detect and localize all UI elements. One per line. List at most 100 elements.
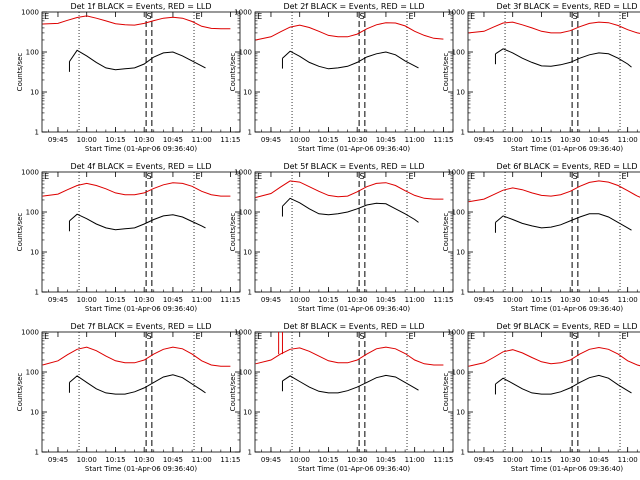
y-tick-label: 10 <box>456 249 465 257</box>
x-tick-label: 11:00 <box>192 136 212 144</box>
y-tick-label: 1 <box>248 449 252 457</box>
x-tick-label: 10:00 <box>290 136 310 144</box>
y-tick-label: 10 <box>30 249 39 257</box>
events-series-line <box>282 50 419 70</box>
lld-series-line <box>255 22 444 41</box>
x-tick-label: 11:15 <box>220 296 240 304</box>
panel-title: Det 1f BLACK = Events, RED = LLD <box>70 2 211 11</box>
y-tick-label: 100 <box>239 209 252 217</box>
panel-title: Det 8f BLACK = Events, RED = LLD <box>283 322 424 331</box>
lld-series-line <box>468 346 640 367</box>
marker-label: E <box>621 172 626 181</box>
x-tick-label: 10:45 <box>589 136 609 144</box>
y-tick-label: 1 <box>35 449 39 457</box>
x-tick-label: 10:45 <box>376 296 396 304</box>
x-tick-label: 10:45 <box>589 456 609 464</box>
lld-series-line <box>42 15 231 30</box>
y-axis-label: Counts/sec <box>442 213 450 252</box>
x-tick-label: 10:30 <box>134 456 154 464</box>
plot-frame <box>254 171 454 293</box>
plot-frame <box>41 11 241 133</box>
x-tick-label: 09:45 <box>48 296 68 304</box>
x-tick-label: 11:00 <box>192 296 212 304</box>
marker-label: E <box>44 332 49 341</box>
x-axis-label: Start Time (01-Apr-06 09:36:40) <box>298 145 410 153</box>
plot-frame <box>467 11 640 133</box>
x-tick-label: 11:00 <box>618 296 638 304</box>
x-tick-label: 11:15 <box>220 136 240 144</box>
panel-title: Det 6f BLACK = Events, RED = LLD <box>496 162 637 171</box>
marker-label: E <box>621 12 626 21</box>
x-tick-label: 10:00 <box>77 136 97 144</box>
x-tick-label: 09:45 <box>474 296 494 304</box>
x-tick-label: 10:00 <box>290 296 310 304</box>
x-tick-label: 10:30 <box>347 136 367 144</box>
x-tick-label: 10:45 <box>589 296 609 304</box>
panel-title: Det 2f BLACK = Events, RED = LLD <box>283 2 424 11</box>
panel-2: Det 2f BLACK = Events, RED = LLD 1 10 100 10… <box>229 2 454 153</box>
x-tick-label: 10:15 <box>531 456 551 464</box>
x-tick-label: 10:45 <box>163 296 183 304</box>
panel-7: Det 7f BLACK = Events, RED = LLD 1 10 100 10… <box>16 322 241 473</box>
x-axis-label: Start Time (01-Apr-06 09:36:40) <box>511 305 623 313</box>
events-series-line <box>495 213 632 231</box>
marker-label: E <box>44 172 49 181</box>
y-tick-label: 1000 <box>447 329 465 337</box>
y-tick-label: 1000 <box>447 9 465 17</box>
x-tick-label: 10:30 <box>347 296 367 304</box>
marker-label: E <box>257 172 262 181</box>
lld-series-line <box>255 180 444 200</box>
marker-label: E <box>408 332 413 341</box>
x-tick-label: 11:00 <box>618 136 638 144</box>
panel-5: Det 5f BLACK = Events, RED = LLD 1 10 100 10… <box>229 162 454 313</box>
panel-6: Det 6f BLACK = Events, RED = LLD 1 10 100 10… <box>442 162 640 313</box>
panel-title: Det 5f BLACK = Events, RED = LLD <box>283 162 424 171</box>
x-axis-label: Start Time (01-Apr-06 09:36:40) <box>298 465 410 473</box>
panel-title: Det 7f BLACK = Events, RED = LLD <box>70 322 211 331</box>
x-axis-label: Start Time (01-Apr-06 09:36:40) <box>511 145 623 153</box>
x-axis-label: Start Time (01-Apr-06 09:36:40) <box>85 145 197 153</box>
x-axis-label: Start Time (01-Apr-06 09:36:40) <box>298 305 410 313</box>
x-tick-label: 10:45 <box>376 456 396 464</box>
x-tick-label: 10:00 <box>77 296 97 304</box>
x-tick-label: 09:45 <box>474 136 494 144</box>
panel-1: Det 1f BLACK = Events, RED = LLD 1 10 100 10… <box>16 2 241 153</box>
x-tick-label: 10:00 <box>503 296 523 304</box>
lld-series-line <box>42 182 231 197</box>
panel-3: Det 3f BLACK = Events, RED = LLD 1 10 100 10… <box>442 2 640 153</box>
panel-8: Det 8f BLACK = Events, RED = LLD 1 10 100 10… <box>229 322 454 473</box>
x-tick-label: 10:00 <box>503 136 523 144</box>
x-tick-label: 10:45 <box>376 136 396 144</box>
y-tick-label: 1000 <box>21 9 39 17</box>
y-axis-label: Counts/sec <box>229 53 237 92</box>
marker-label: S <box>359 172 364 181</box>
plot-frame <box>467 331 640 453</box>
y-tick-label: 1 <box>461 129 465 137</box>
x-tick-label: 09:45 <box>261 296 281 304</box>
lld-series-line <box>255 346 444 366</box>
x-tick-label: 09:45 <box>474 456 494 464</box>
marker-label: S <box>572 12 577 21</box>
marker-label: E <box>195 12 200 21</box>
events-series-line <box>69 49 206 71</box>
x-tick-label: 11:15 <box>433 136 453 144</box>
y-tick-label: 1000 <box>21 169 39 177</box>
panel-4: Det 4f BLACK = Events, RED = LLD 1 10 100 10… <box>16 162 241 313</box>
plot-frame <box>467 171 640 293</box>
marker-label: E <box>257 332 262 341</box>
lld-series-line <box>468 21 640 34</box>
events-series-line <box>495 48 632 68</box>
x-tick-label: 11:00 <box>405 456 425 464</box>
x-tick-label: 10:30 <box>560 456 580 464</box>
x-tick-label: 10:15 <box>105 296 125 304</box>
y-tick-label: 1 <box>248 289 252 297</box>
x-tick-label: 10:30 <box>134 136 154 144</box>
events-series-line <box>495 374 632 395</box>
y-tick-label: 100 <box>239 49 252 57</box>
y-tick-label: 100 <box>452 49 465 57</box>
x-tick-label: 10:30 <box>347 456 367 464</box>
y-tick-label: 1 <box>35 129 39 137</box>
y-tick-label: 10 <box>30 89 39 97</box>
x-tick-label: 10:15 <box>531 136 551 144</box>
x-tick-label: 10:00 <box>77 456 97 464</box>
